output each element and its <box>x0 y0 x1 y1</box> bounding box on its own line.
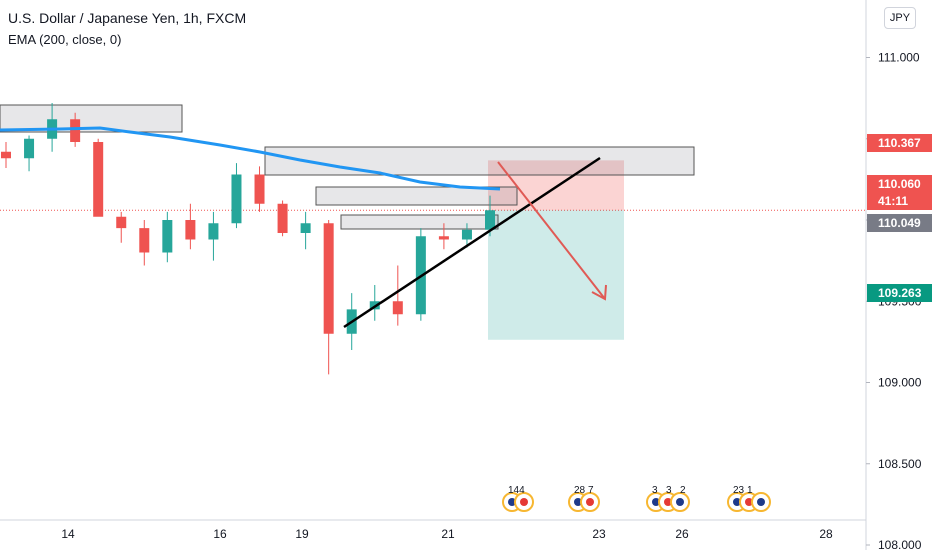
trendline <box>343 156 601 329</box>
x-tick-label: 28 <box>819 527 833 541</box>
y-tick-label: 108.000 <box>878 538 922 550</box>
take-profit-label: 109.263 <box>878 286 922 300</box>
event-count-label: 3 <box>666 485 672 496</box>
last-price-label-bg <box>867 175 932 193</box>
ema-line <box>0 126 501 191</box>
last-price-label: 110.060 <box>878 177 921 191</box>
chart-legend: U.S. Dollar / Japanese Yen, 1h, FXCM EMA… <box>8 8 246 50</box>
candle-body <box>323 223 334 334</box>
event-flag-icon <box>574 498 582 506</box>
x-tick-label: 23 <box>592 527 606 541</box>
event-count-label: 28 <box>574 485 586 496</box>
x-tick-label: 21 <box>441 527 455 541</box>
candle-body <box>116 216 127 229</box>
candle-body <box>231 174 242 224</box>
event-flag-icon <box>757 498 765 506</box>
take-profit-label-bg <box>867 284 932 302</box>
event-flag-icon <box>733 498 741 506</box>
candle-body <box>300 223 311 233</box>
event-flag-icon <box>652 498 660 506</box>
countdown-label-bg <box>867 192 932 210</box>
target-zone-top-label-bg <box>867 134 932 152</box>
candle-body <box>208 223 219 240</box>
event-count-label: 23 <box>733 485 745 496</box>
y-tick-label: 111.000 <box>878 51 920 65</box>
candle-body <box>93 142 104 217</box>
take-profit-zone <box>488 210 624 340</box>
event-flag-icon <box>520 498 528 506</box>
event-flag-icon <box>676 498 684 506</box>
countdown-label: 41:11 <box>878 194 908 208</box>
candle-body <box>438 236 449 240</box>
ema-value-label: 110.049 <box>878 216 921 230</box>
event-count-label: 3 <box>652 485 658 496</box>
event-count-label: 1 <box>747 485 753 496</box>
currency-button[interactable]: JPY <box>884 7 916 29</box>
event-count-label: 144 <box>508 485 525 496</box>
zone-box <box>340 214 499 230</box>
candle-body <box>70 119 81 142</box>
projection-arrowhead <box>591 284 607 301</box>
candle-body <box>392 301 403 315</box>
candle-body <box>24 138 35 159</box>
event-flag-icon <box>508 498 516 506</box>
event-flag-icon <box>664 498 672 506</box>
zone-box <box>315 186 518 206</box>
event-flag-icon <box>745 498 753 506</box>
zone-box <box>264 146 695 176</box>
candle-body <box>277 203 288 233</box>
candle-body <box>254 174 265 204</box>
symbol-title[interactable]: U.S. Dollar / Japanese Yen, 1h, FXCM <box>8 10 247 26</box>
candle-body <box>139 228 150 253</box>
x-tick-label: 26 <box>675 527 689 541</box>
candle-body <box>461 229 472 240</box>
candle-body <box>1 151 11 159</box>
candle-body <box>485 210 495 230</box>
y-tick-label: 109.000 <box>878 376 922 390</box>
target-zone-top-label: 110.367 <box>878 136 921 150</box>
event-count-label: 7 <box>588 485 594 496</box>
stop-loss-zone <box>488 160 624 211</box>
event-flag-icon <box>586 498 594 506</box>
indicator-label[interactable]: EMA (200, close, 0) <box>8 32 122 47</box>
y-tick-label: 108.500 <box>878 457 922 471</box>
x-tick-label: 14 <box>61 527 75 541</box>
candle-body <box>185 220 196 240</box>
ema-value-label-bg <box>867 214 932 232</box>
projection-arrow-line <box>497 161 606 300</box>
x-tick-label: 19 <box>295 527 309 541</box>
x-tick-label: 16 <box>213 527 227 541</box>
candle-body <box>162 220 173 253</box>
event-count-label: 2 <box>680 485 686 496</box>
